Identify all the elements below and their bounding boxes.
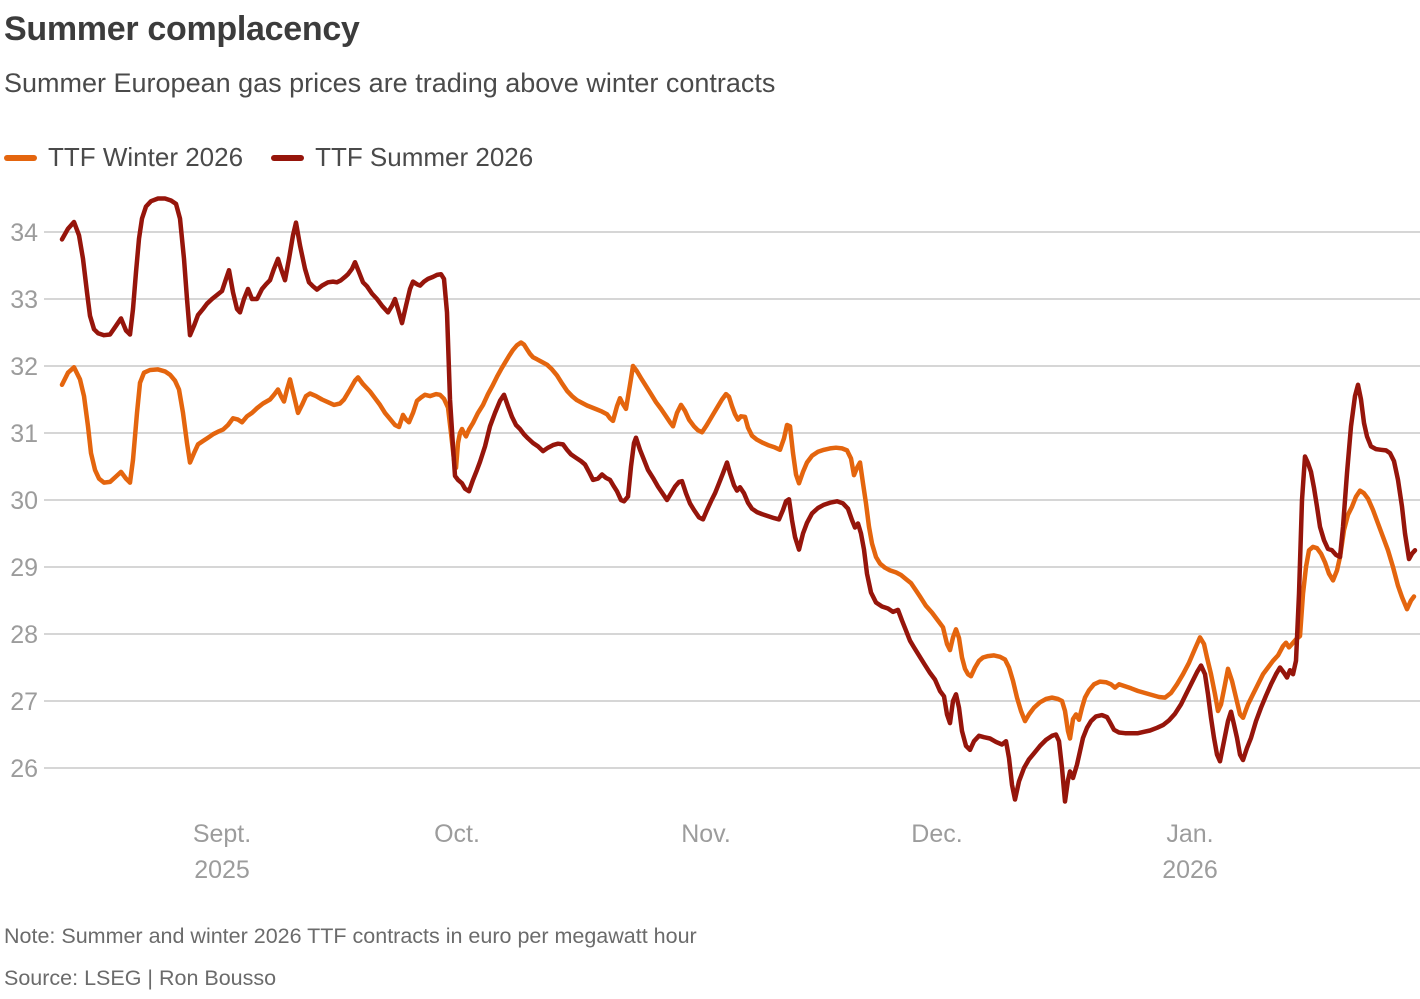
legend-item-summer: TTF Summer 2026 <box>271 142 533 173</box>
legend-label-summer: TTF Summer 2026 <box>315 142 534 172</box>
winter-line-swatch <box>4 154 37 161</box>
x-tick-sublabel-2025: 2025 <box>194 856 250 884</box>
x-tick-label-Jan: Jan. <box>1166 820 1213 848</box>
y-tick-label-27: 27 <box>10 688 38 716</box>
y-tick-label-26: 26 <box>10 755 38 783</box>
y-tick-label-31: 31 <box>10 420 38 448</box>
chart-source: Source: LSEG | Ron Bousso <box>4 966 277 990</box>
x-tick-label-Oct: Oct. <box>434 820 480 848</box>
y-tick-label-28: 28 <box>10 621 38 649</box>
x-tick-label-Nov: Nov. <box>681 820 731 848</box>
chart-subtitle: Summer European gas prices are trading a… <box>4 68 776 98</box>
summer-line-swatch <box>271 154 305 161</box>
y-tick-label-34: 34 <box>10 219 38 247</box>
legend-item-winter: TTF Winter 2026 <box>4 142 243 173</box>
x-tick-label-Dec: Dec. <box>911 820 962 848</box>
series-line-ttf-summer-2026 <box>59 196 1418 804</box>
y-tick-label-30: 30 <box>10 487 38 515</box>
x-tick-sublabel-2026: 2026 <box>1162 856 1218 884</box>
x-tick-label-Sept: Sept. <box>193 820 251 848</box>
chart-note: Note: Summer and winter 2026 TTF contrac… <box>4 924 697 948</box>
series-line-ttf-winter-2026 <box>59 340 1417 741</box>
chart-legend: TTF Winter 2026 TTF Summer 2026 <box>4 142 533 173</box>
page-title: Summer complacency <box>4 10 360 48</box>
y-tick-label-33: 33 <box>10 286 38 314</box>
y-tick-label-32: 32 <box>10 353 38 381</box>
y-tick-label-29: 29 <box>10 554 38 582</box>
legend-label-winter: TTF Winter 2026 <box>48 142 244 172</box>
